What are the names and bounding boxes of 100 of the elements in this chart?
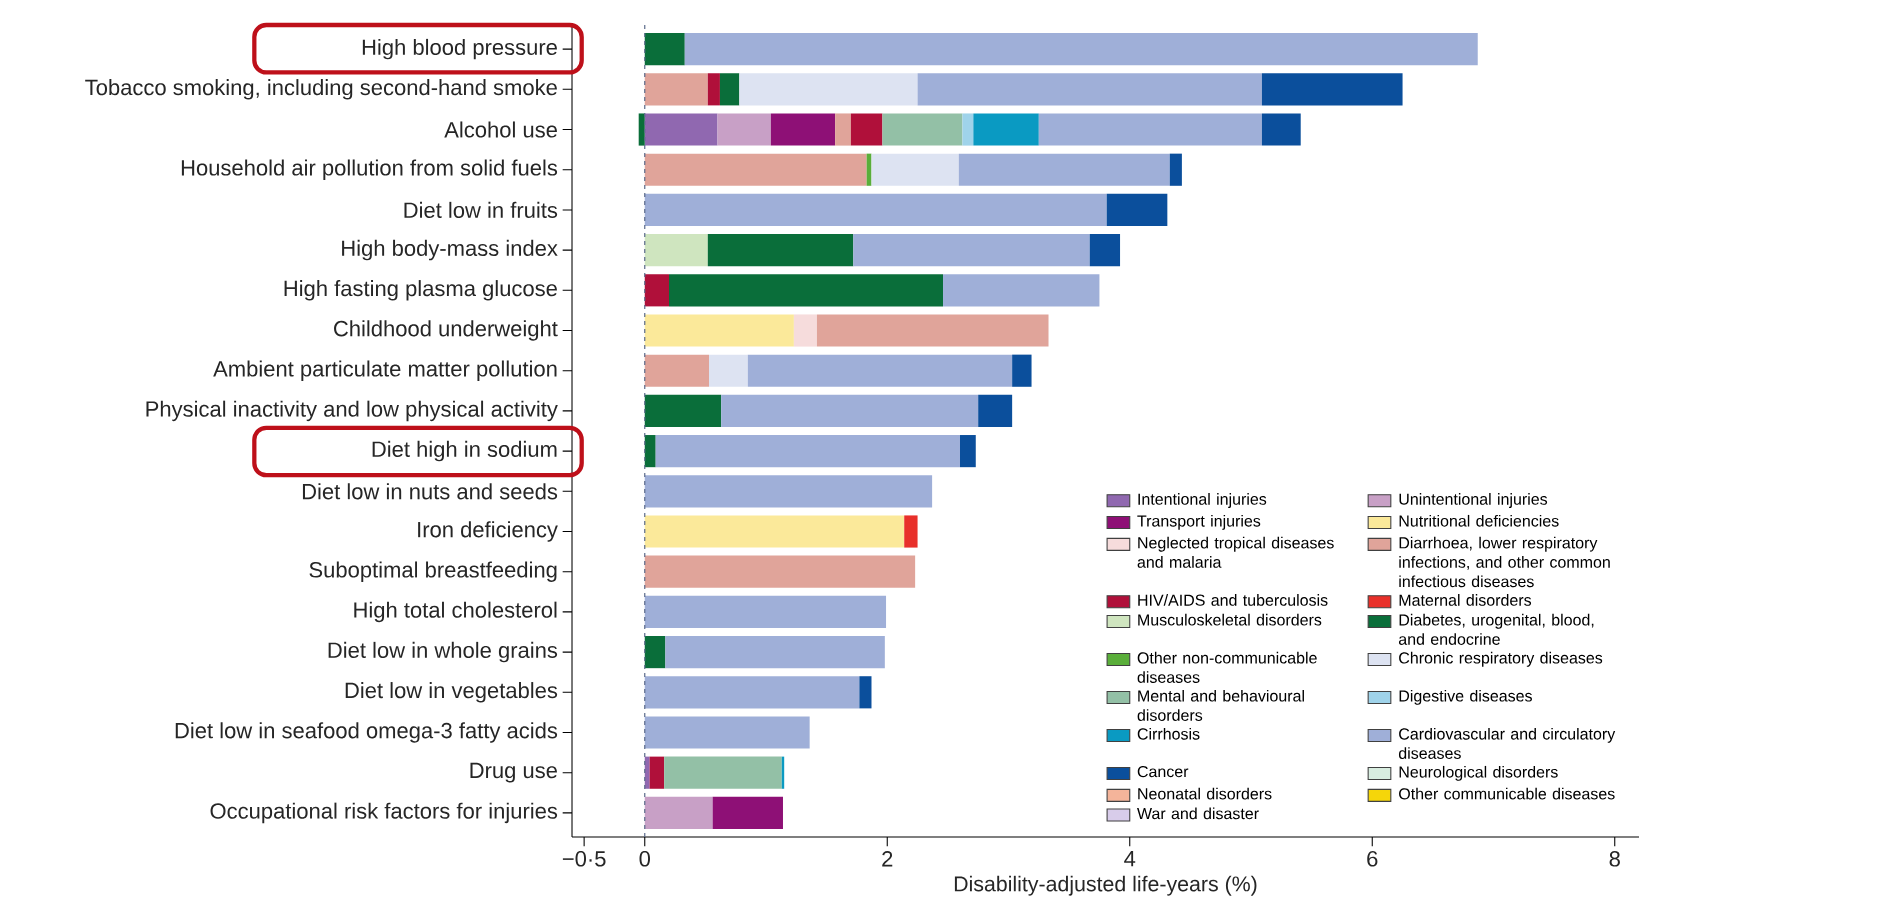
legend-label: Diarrhoea, lower respiratory infections, and other common infectious diseases [1399, 536, 1610, 588]
x-tick-label: 6 [1367, 851, 1378, 867]
bar [644, 394, 722, 427]
bar [644, 193, 1107, 226]
bar [1169, 153, 1182, 186]
y-tick-label: Diet low in seafood omega-3 fatty acids [175, 722, 558, 743]
bar [649, 756, 665, 789]
legend-label: Other non-communicable diseases [1137, 651, 1317, 683]
bar [712, 796, 783, 829]
bar [960, 435, 976, 468]
y-tick-label: High fasting plasma glucose [284, 280, 557, 301]
bar [917, 73, 1262, 106]
y-tick-label: Physical inactivity and low physical activity [146, 400, 558, 422]
bar [747, 354, 1013, 387]
bar [707, 73, 720, 106]
y-tick-label: Alcohol use [444, 121, 557, 138]
y-tick-label: Diet low in whole grains [328, 641, 558, 663]
legend-label: Neurological disorders [1399, 765, 1558, 781]
bar [644, 475, 933, 508]
y-tick-label: High body-mass index [342, 239, 558, 261]
bar [770, 113, 836, 146]
x-tick-label: 8 [1609, 851, 1620, 867]
bar [1106, 193, 1168, 226]
legend-label: Chronic respiratory diseases [1399, 651, 1603, 667]
bar [853, 234, 1090, 267]
bar [644, 716, 810, 749]
bar [669, 274, 944, 307]
legend-label: Nutritional deficiencies [1399, 514, 1559, 527]
legend-label: Musculoskeletal disorders [1138, 613, 1322, 626]
legend-label: Maternal disorders [1399, 594, 1532, 606]
bar [644, 73, 708, 106]
bar [943, 274, 1100, 307]
bar [1089, 234, 1121, 267]
bar [644, 636, 666, 669]
bar [684, 33, 1478, 66]
bar [871, 153, 959, 186]
bar [793, 314, 817, 347]
y-tick-label: Occupational risk factors for injuries [210, 802, 558, 824]
legend-label: Mental and behavioural disorders [1137, 689, 1304, 721]
bar [644, 796, 713, 829]
legend-label: Digestive diseases [1399, 689, 1532, 705]
bar [978, 394, 1013, 427]
bar [644, 515, 905, 548]
legend-label: Cirrhosis [1137, 727, 1200, 740]
bar [739, 73, 918, 106]
bar [1012, 354, 1032, 387]
bar [1261, 113, 1301, 146]
y-tick-label: Iron deficiency [418, 521, 558, 542]
bar [644, 274, 669, 307]
x-tick-label: 0 [639, 851, 651, 867]
legend-label: Cancer [1137, 765, 1189, 778]
bar [644, 33, 685, 66]
bar [644, 555, 916, 588]
legend-label: Other communicable diseases [1399, 787, 1615, 800]
y-tick-label: Household air pollution from solid fuels [181, 159, 558, 180]
y-tick-label: Tobacco smoking, including second-hand smoke [85, 79, 557, 100]
bar [655, 435, 961, 468]
x-tick-label: 2 [882, 851, 893, 867]
y-tick-label: High total cholesterol [354, 601, 557, 623]
bar [904, 515, 918, 548]
bar [707, 234, 854, 267]
bar [709, 354, 748, 387]
bar [859, 676, 872, 709]
legend-label: Diabetes, urogenital, blood, and endocrine [1398, 613, 1594, 645]
y-tick-label: Diet low in fruits [404, 201, 558, 218]
y-tick-label: Diet low in vegetables [345, 682, 558, 703]
legend-label: Cardiovascular and circulatory diseases [1398, 727, 1616, 759]
bar [644, 234, 708, 267]
y-tick-label: Diet low in nuts and seeds [302, 483, 558, 500]
legend-label: Neglected tropical diseases and malaria [1137, 536, 1334, 568]
y-tick-label: High blood pressure [362, 38, 557, 60]
bar [644, 354, 710, 387]
bar [1038, 113, 1262, 146]
x-tick-label: 4 [1124, 851, 1136, 867]
bar [835, 113, 851, 146]
bar [850, 113, 883, 146]
bar [638, 113, 645, 146]
legend-label: Neonatal disorders [1138, 787, 1272, 800]
bar [882, 113, 963, 146]
y-tick-label: Drug use [470, 762, 557, 783]
legend-label: HIV/AIDS and tuberculosis [1138, 594, 1328, 606]
y-tick-label: Ambient particulate matter pollution [213, 360, 557, 381]
bar [721, 394, 979, 427]
bar [1261, 73, 1403, 106]
y-tick-label: Childhood underweight [334, 320, 558, 341]
x-axis-title: Disability-adjusted life-years (%) [954, 875, 1257, 896]
bar [962, 113, 974, 146]
bar [719, 73, 740, 106]
bar [644, 153, 867, 186]
legend-label: Intentional injuries [1138, 493, 1267, 508]
bar [644, 314, 794, 347]
bar [644, 676, 860, 709]
legend-label: Unintentional injuries [1399, 493, 1548, 508]
legend-label: War and disaster [1137, 807, 1259, 820]
bar [958, 153, 1170, 186]
bar [665, 636, 885, 669]
x-tick-label: −0·5 [562, 851, 606, 867]
bar [664, 756, 782, 789]
legend-label: Transport injuries [1137, 514, 1261, 530]
bar [816, 314, 1049, 347]
